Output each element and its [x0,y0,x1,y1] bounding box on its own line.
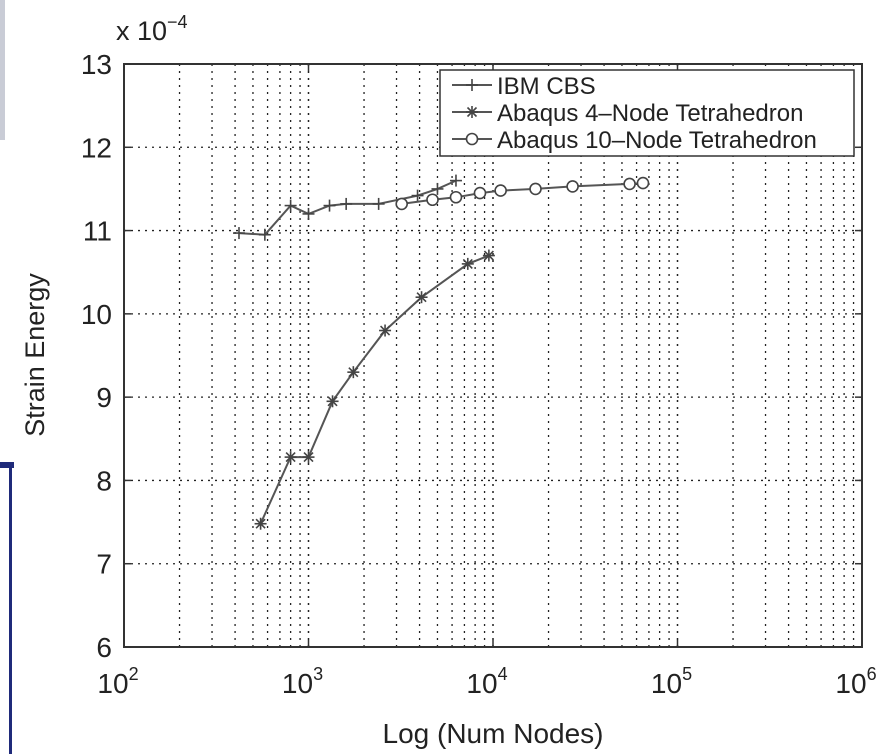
x-tick-label-exponent: 3 [313,664,323,684]
series-circle [395,176,650,211]
left-edge-decoration [0,0,14,754]
data-point [323,199,336,212]
data-point [494,184,507,197]
x-axis-label: Log (Num Nodes) [383,718,604,749]
data-point [415,291,428,304]
marker-star-d2 [285,452,296,463]
data-point [566,180,579,193]
left-edge-gray-band [0,0,5,140]
y-tick-label: 12 [81,132,112,163]
legend-box [439,69,855,157]
x-tick-label-base: 10 [97,668,128,699]
x-tick-label: 104 [466,664,507,699]
data-point [431,182,444,195]
x-tick-label-base: 10 [282,668,313,699]
series-star [254,249,495,530]
data-point [449,190,463,204]
series-line [238,179,457,236]
data-point [302,451,315,464]
marker-star-d2 [348,367,359,378]
x-tick-label-base: 10 [466,668,497,699]
left-edge-blue-bar [0,462,14,468]
data-point [426,193,439,207]
data-point [461,257,474,270]
data-point [258,228,271,241]
data-point [395,197,409,211]
y-tick-label: 13 [81,49,112,80]
x-tick-label-exponent: 6 [867,664,877,684]
data-point [482,249,495,262]
data-point [254,517,267,530]
x-tick-label-base: 10 [835,668,866,699]
series-plus [232,174,462,241]
y-tick-label: 11 [83,216,112,247]
y-tick-label: 10 [81,299,112,330]
y-axis-label: Strain Energy [20,273,50,437]
marker-star-d2 [416,292,427,303]
legend-marker [465,132,479,146]
data-point [372,197,385,210]
y-tick-label: 6 [96,632,112,663]
data-point [326,395,339,408]
data-point [379,324,392,337]
x-tick-label: 102 [97,664,138,699]
x-tick-label-exponent: 5 [682,664,692,684]
data-point [232,227,245,240]
y-tick-label: 7 [96,549,112,580]
data-point [449,174,462,187]
data-point [411,189,424,202]
data-point [284,199,297,212]
data-point [340,197,353,210]
legend-label: Abaqus 4–Node Tetrahedron [497,100,803,127]
series-line [259,254,490,525]
legend-label: IBM CBS [497,73,596,100]
x-tick-label-base: 10 [651,668,682,699]
y-tick-label: 8 [96,465,112,496]
y-tick-label: 9 [96,382,112,413]
marker-star-d2 [462,258,473,269]
marker-star-d2 [303,452,314,463]
legend-label: Abaqus 10–Node Tetrahedron [497,127,817,154]
data-point [623,177,636,191]
y-axis-multiplier: x 10−4 [116,12,188,46]
x-tick-label-exponent: 2 [129,664,139,684]
legend-marker [466,106,478,118]
x-tick-label: 103 [282,664,323,699]
marker-star-d2 [255,518,266,529]
y-axis-multiplier-base: x 10 [116,16,167,46]
marker-star-d2 [466,106,478,118]
data-point [347,366,360,379]
marker-star-d2 [327,396,338,407]
marker-star-d2 [379,325,391,336]
left-edge-blue-line [9,462,12,754]
legend-marker [466,79,478,91]
data-point [636,176,650,190]
x-tick-label: 105 [651,664,692,699]
marker-star-d2 [483,250,494,261]
data-point [529,182,542,196]
data-point [284,451,297,464]
y-axis-multiplier-exponent: −4 [167,12,188,32]
series-layer [232,174,650,530]
x-tick-label-exponent: 4 [498,664,508,684]
x-tick-label: 106 [835,664,876,699]
data-point [302,207,315,220]
data-point [473,186,487,200]
